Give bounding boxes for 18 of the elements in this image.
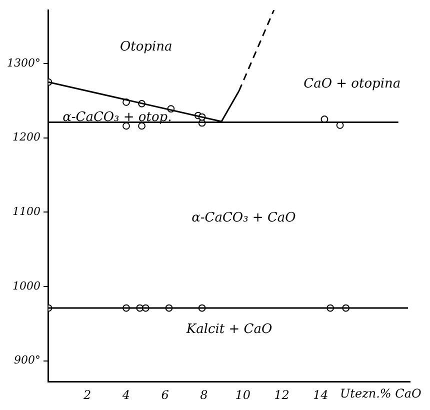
y-tick-label: 1300°	[6, 56, 40, 70]
y-tick-label: 1100	[12, 205, 40, 218]
annotation: CaO + otopina	[304, 76, 401, 92]
x-tick-label: 10	[235, 388, 251, 402]
x-tick-label: 12	[274, 388, 290, 402]
x-tick-label: 4	[121, 388, 130, 402]
y-tick-label: 1000	[12, 279, 40, 292]
x-tick-label: 14	[312, 388, 328, 402]
annotation: α-CaCO₃ + CaO	[192, 210, 296, 226]
x-tick-label: 6	[161, 388, 170, 402]
annotation: Otopina	[120, 40, 172, 55]
x-tick-label: 2	[82, 388, 92, 402]
y-tick-label: 1200	[12, 130, 40, 144]
annotation: Kalcit + CaO	[185, 322, 272, 337]
y-tick-label: 900°	[14, 354, 40, 367]
x-tick-label: 8	[200, 388, 208, 402]
x-axis-title: Utezn.% CaO	[340, 386, 422, 401]
annotation: α-CaCO₃ + otop.	[62, 110, 172, 126]
